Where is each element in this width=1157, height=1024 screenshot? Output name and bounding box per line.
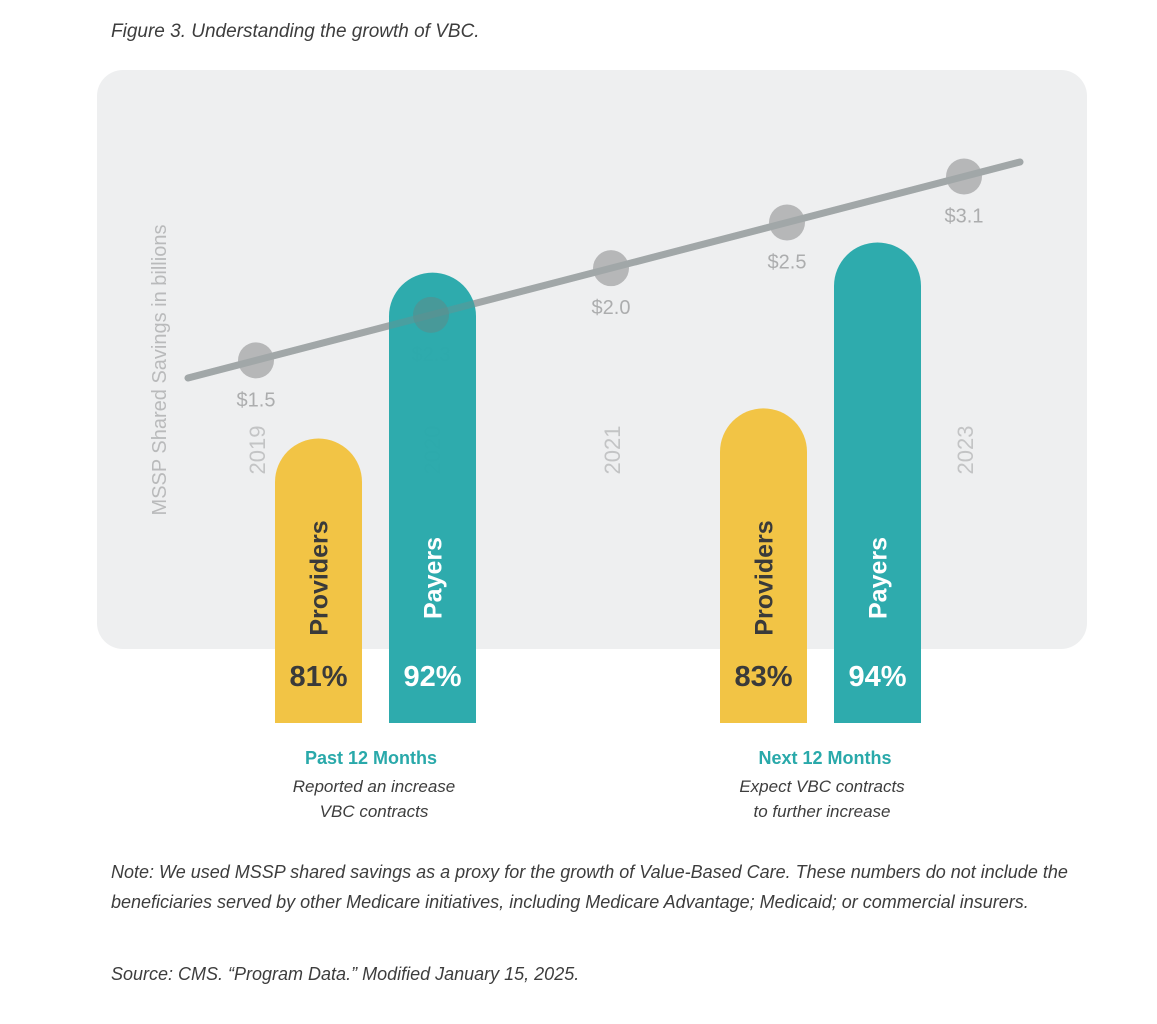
data-point-label: $3.1 <box>945 206 984 228</box>
data-point-label: $2.0 <box>592 297 631 319</box>
source-text: Source: CMS. “Program Data.” Modified Ja… <box>111 964 580 984</box>
trend-line-overlay <box>184 158 1024 382</box>
data-point <box>593 250 629 287</box>
bar-series-label: Providers <box>306 520 334 635</box>
group-title-past: Past 12 Months <box>304 748 438 768</box>
figure-caption: Figure 3. Understanding the growth of VB… <box>111 21 480 42</box>
data-point-overlay <box>413 296 449 333</box>
data-point-label: $2.5 <box>768 251 807 273</box>
group-subtitle-line: to further increase <box>753 802 891 821</box>
bar-value-label: 94% <box>848 661 906 693</box>
bar-payers <box>389 272 476 723</box>
group-subtitle-next: Expect VBC contracts to further increase <box>692 774 952 824</box>
bar-value-label: 92% <box>403 661 461 693</box>
group-subtitle-line: Reported an increase <box>292 777 456 796</box>
note-text: Note: We used MSSP shared savings as a p… <box>111 862 1068 912</box>
bar-series-label: Payers <box>865 537 893 619</box>
data-point-label: $1.5 <box>237 389 276 411</box>
chart: MSSP Shared Savings in billions201920202… <box>149 158 1024 723</box>
bar-value-label: 83% <box>734 661 792 693</box>
bar-series-label: Payers <box>420 537 448 619</box>
bar-series-label: Providers <box>751 520 779 635</box>
data-point <box>769 204 805 241</box>
bar-payers <box>834 242 921 723</box>
y-axis-label: MSSP Shared Savings in billions <box>149 225 171 516</box>
bar-value-label: 81% <box>289 661 347 693</box>
x-tick-label: 2021 <box>600 426 625 475</box>
x-tick-label: 2019 <box>245 426 270 475</box>
x-tick-label: 2023 <box>953 426 978 475</box>
group-subtitle-past: Reported an increase VBC contracts <box>244 774 504 824</box>
data-point <box>946 158 982 195</box>
bar-providers <box>275 438 362 723</box>
data-point <box>238 342 274 379</box>
group-subtitle-line: VBC contracts <box>319 802 429 821</box>
group-title-next: Next 12 Months <box>758 748 892 768</box>
bar-providers <box>720 408 807 723</box>
group-subtitle-line: Expect VBC contracts <box>739 777 905 796</box>
